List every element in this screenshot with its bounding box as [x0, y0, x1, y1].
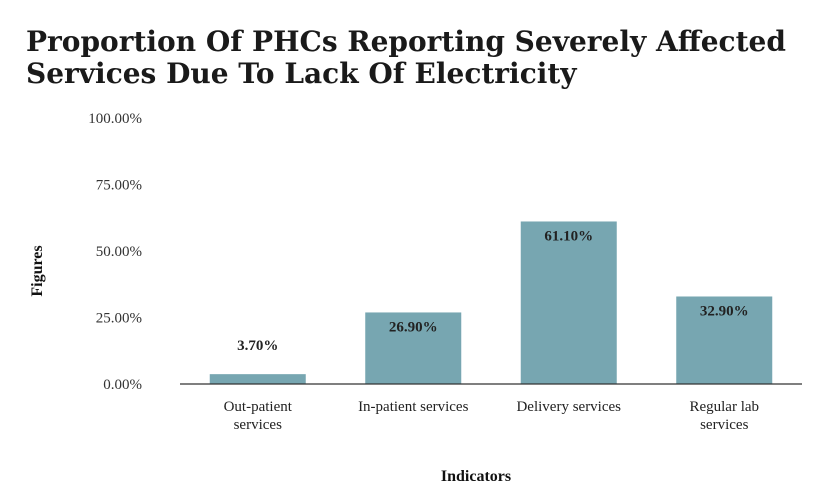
bar-value-label: 32.90% [700, 303, 749, 319]
x-category-label: Out-patient services [224, 399, 293, 433]
bar [209, 374, 306, 384]
y-tick-label: 75.00% [96, 178, 142, 194]
bar-value-label: 3.70% [237, 338, 278, 354]
bars: 3.70% 26.90% 61.10% 32.90% [209, 221, 773, 384]
bar [365, 312, 462, 384]
bar [676, 296, 773, 384]
x-category-label-line: services [700, 417, 748, 433]
x-category-label-line: services [234, 417, 282, 433]
y-axis-ticks: 0.00% 25.00% 50.00% 75.00% 100.00% [88, 111, 142, 393]
x-category-label-line: Delivery services [516, 399, 621, 415]
x-category-label-line: Out-patient [224, 399, 293, 415]
x-axis-title: Indicators [441, 468, 511, 485]
chart-title: Proportion Of PHCs Reporting Severely Af… [26, 26, 806, 90]
bar-value-label: 26.90% [389, 319, 438, 335]
y-tick-label: 0.00% [103, 377, 142, 393]
y-tick-label: 25.00% [96, 311, 142, 327]
x-category-label: Delivery services [516, 399, 621, 415]
y-tick-label: 50.00% [96, 244, 142, 260]
x-category-label-line: In-patient services [358, 399, 469, 415]
chart-title-line-2: Services Due To Lack Of Electricity [26, 57, 577, 90]
x-category-label: In-patient services [358, 399, 469, 415]
y-axis-title: Figures [29, 245, 46, 296]
x-axis-categories: Out-patient services In-patient services De… [224, 399, 759, 433]
x-category-label: Regular lab services [689, 399, 759, 433]
y-tick-label: 100.00% [88, 111, 142, 127]
bar [520, 221, 617, 384]
x-category-label-line: Regular lab [689, 399, 759, 415]
bar-value-label: 61.10% [544, 228, 593, 244]
chart-title-line-1: Proportion Of PHCs Reporting Severely Af… [26, 25, 786, 58]
